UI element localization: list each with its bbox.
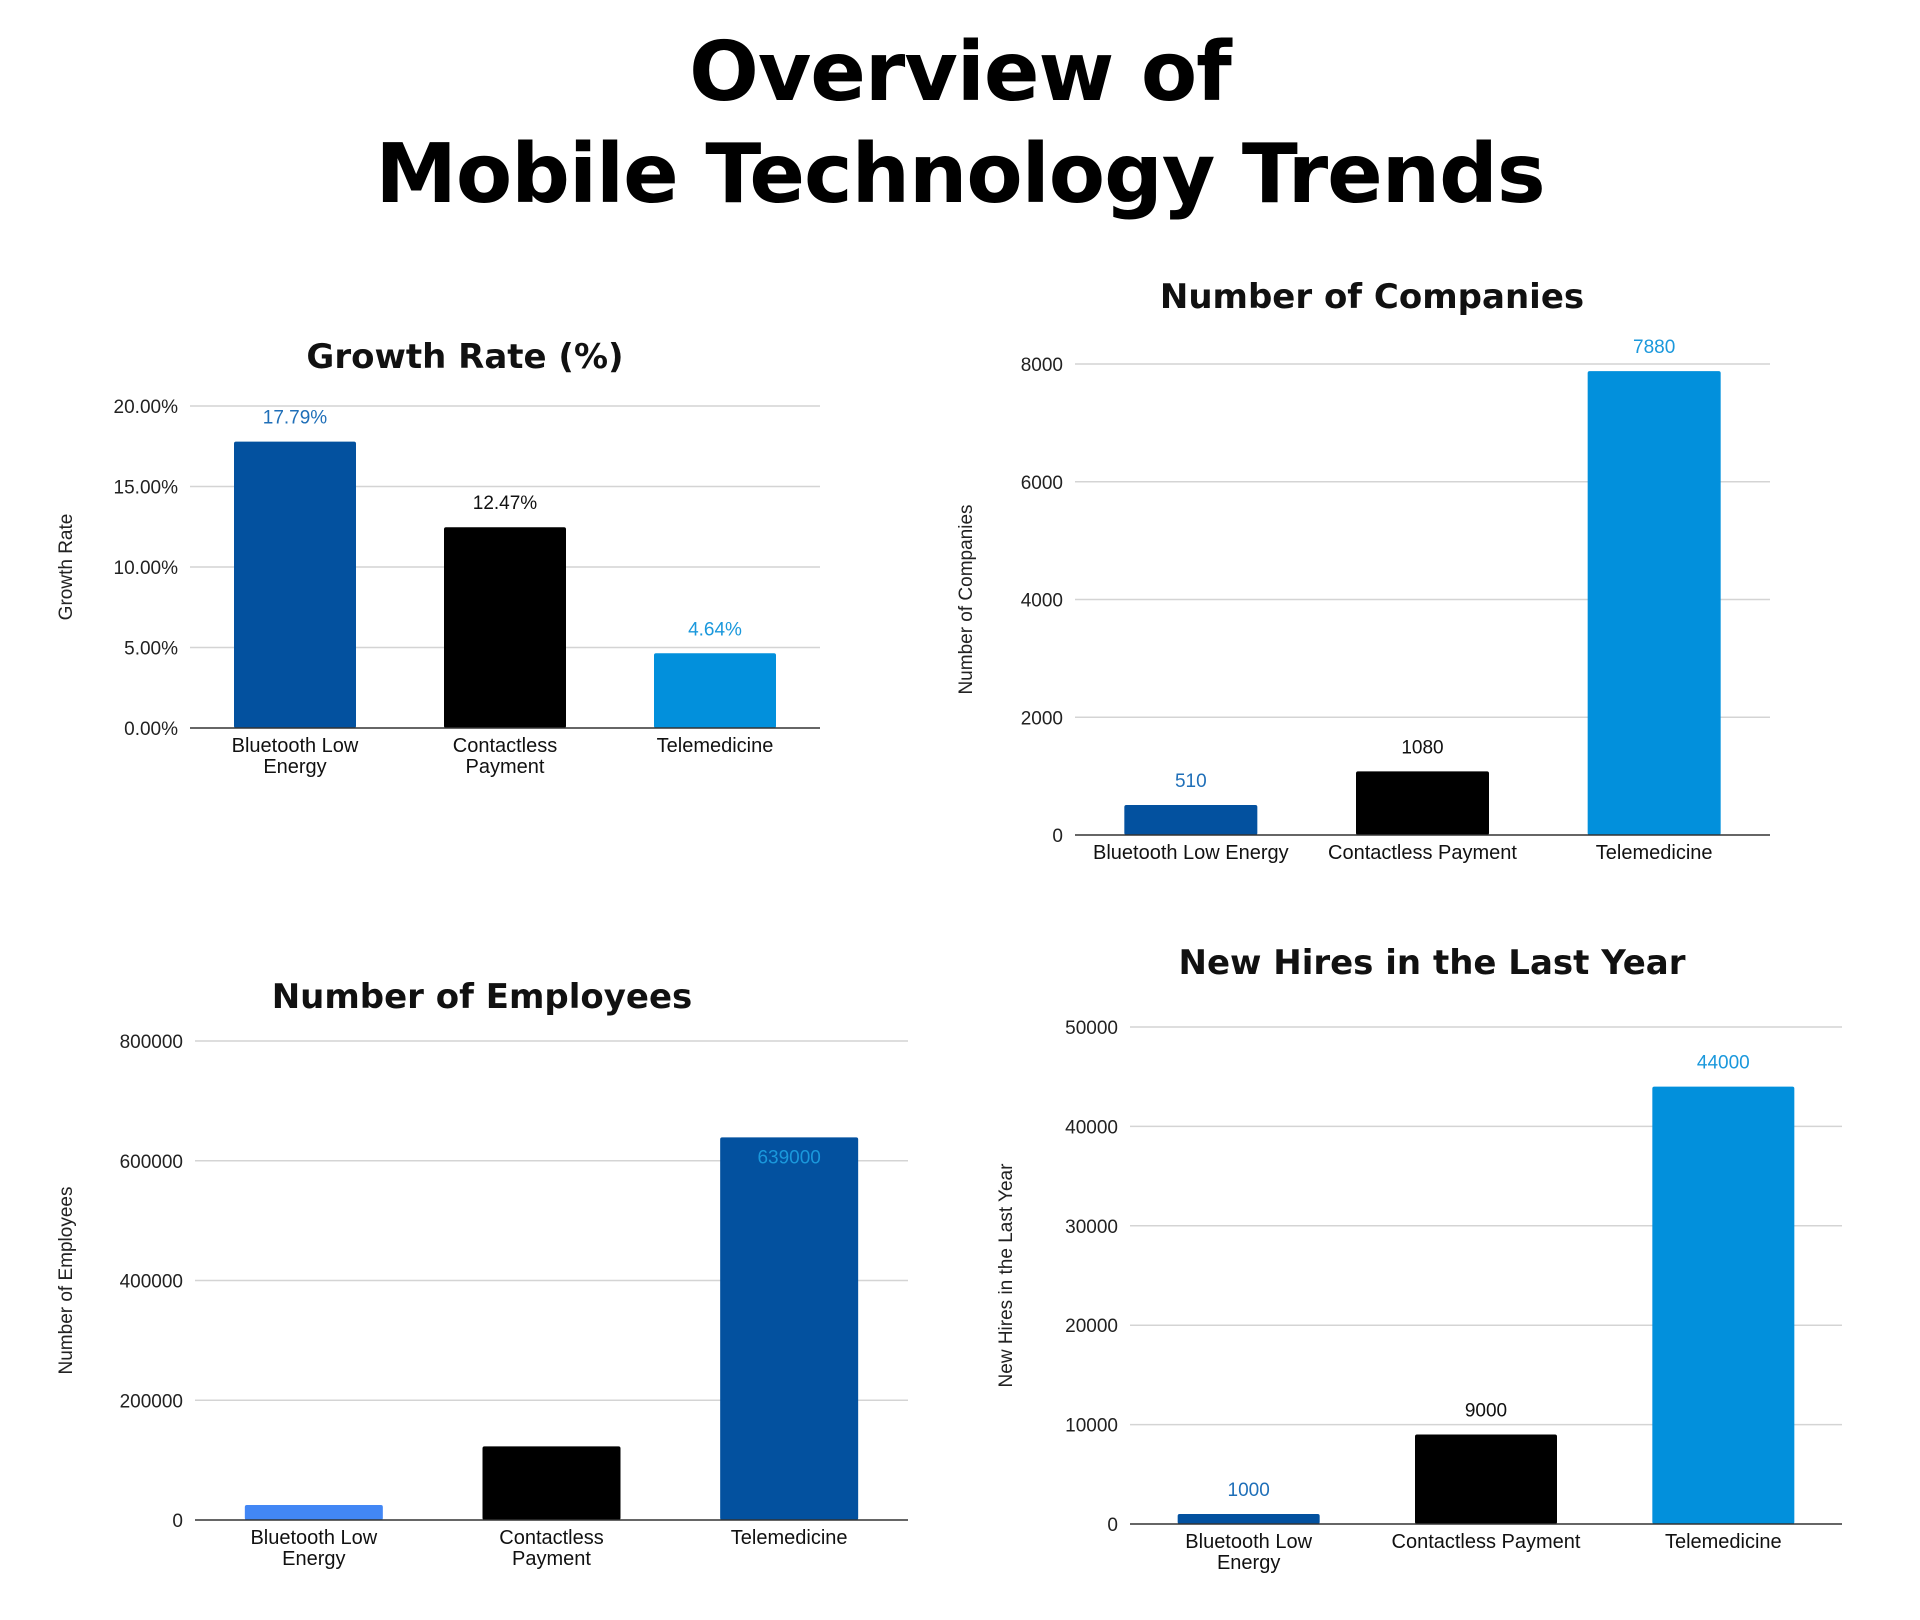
growth-rate-chart: Growth Rate (%) 0.00% 5.00% 10.00% 15.00% 20.… [56, 337, 820, 778]
x-category-label: Contactless [453, 735, 558, 757]
x-category-label: Bluetooth Low [1185, 1531, 1312, 1553]
x-category-label: Contactless [499, 1527, 604, 1549]
chart-title: Growth Rate (%) [306, 337, 623, 377]
x-category-label: Energy [282, 1548, 345, 1570]
data-label: 12.47% [473, 493, 538, 514]
bar [1356, 771, 1489, 835]
bar [1652, 1086, 1795, 1524]
chart-title: Number of Companies [1160, 277, 1584, 317]
page-title-line-1: Overview of [689, 25, 1232, 120]
y-tick-label: 20000 [1065, 1316, 1118, 1337]
x-category-label: Bluetooth Low Energy [1093, 842, 1289, 864]
x-category-label: Energy [263, 756, 326, 778]
y-tick-label: 0 [1107, 1515, 1118, 1536]
x-category-label: Telemedicine [657, 735, 774, 757]
data-label: 1000 [1228, 1480, 1270, 1501]
chart-title: Number of Employees [272, 977, 693, 1017]
y-tick-label: 400000 [120, 1272, 183, 1293]
chart-title: New Hires in the Last Year [1178, 943, 1685, 983]
y-tick-label: 600000 [120, 1152, 183, 1173]
bar [1124, 804, 1258, 835]
new-hires-chart: New Hires in the Last Year 0 10000 20000 300… [996, 943, 1842, 1574]
y-tick-label: 30000 [1065, 1217, 1118, 1238]
y-tick-label: 2000 [1021, 708, 1063, 729]
y-tick-label: 20.00% [114, 397, 179, 418]
x-category-label: Bluetooth Low [232, 735, 359, 757]
y-tick-label: 50000 [1065, 1018, 1118, 1039]
bar [720, 1137, 859, 1520]
y-tick-label: 6000 [1021, 473, 1063, 494]
page-title: Overview of Mobile Technology Trends [0, 22, 1920, 226]
y-tick-label: 8000 [1021, 355, 1063, 376]
y-axis-label: Number of Companies [956, 504, 977, 694]
number-of-companies-chart: Number of Companies 0 2000 4000 6000 8000 Numb… [956, 277, 1770, 864]
x-category-label: Telemedicine [1596, 842, 1713, 864]
bar [444, 527, 566, 728]
bar [1587, 371, 1721, 835]
data-label: 44000 [1697, 1053, 1750, 1074]
data-label: 1080 [1401, 737, 1443, 758]
y-axis-label: Number of Employees [56, 1187, 77, 1375]
bar [1177, 1514, 1320, 1524]
y-tick-label: 10000 [1065, 1416, 1118, 1437]
x-category-label: Telemedicine [1665, 1531, 1782, 1553]
x-category-label: Bluetooth Low [250, 1527, 377, 1549]
y-tick-label: 0.00% [124, 719, 178, 740]
bar [1415, 1434, 1557, 1524]
data-label: 510 [1175, 771, 1207, 792]
y-tick-label: 5.00% [124, 639, 178, 660]
bar [654, 653, 776, 728]
y-axis-label: Growth Rate [56, 514, 77, 621]
x-category-label: Energy [1217, 1552, 1280, 1574]
y-tick-label: 200000 [120, 1391, 183, 1412]
y-tick-label: 10.00% [114, 558, 179, 579]
x-category-label: Telemedicine [731, 1527, 848, 1549]
y-tick-label: 0 [172, 1511, 183, 1532]
bar [244, 1505, 383, 1520]
y-tick-label: 4000 [1021, 591, 1063, 612]
bar [482, 1446, 621, 1520]
number-of-employees-chart: Number of Employees 0 200000 400000 600000 80… [56, 977, 908, 1570]
data-label: 7880 [1633, 337, 1675, 358]
data-label: 17.79% [263, 408, 328, 429]
y-axis-label: New Hires in the Last Year [996, 1163, 1017, 1388]
page-title-line-2: Mobile Technology Trends [375, 127, 1545, 222]
x-category-label: Contactless Payment [1392, 1531, 1581, 1553]
y-tick-label: 0 [1052, 826, 1063, 847]
data-label: 639000 [757, 1147, 820, 1168]
data-label: 9000 [1465, 1401, 1507, 1422]
y-tick-label: 15.00% [114, 478, 179, 499]
bar [234, 441, 356, 728]
y-tick-label: 800000 [120, 1032, 183, 1053]
x-category-label: Payment [466, 756, 545, 778]
x-category-label: Contactless Payment [1328, 842, 1517, 864]
x-category-label: Payment [512, 1548, 591, 1570]
data-label: 4.64% [688, 619, 742, 640]
y-tick-label: 40000 [1065, 1117, 1118, 1138]
